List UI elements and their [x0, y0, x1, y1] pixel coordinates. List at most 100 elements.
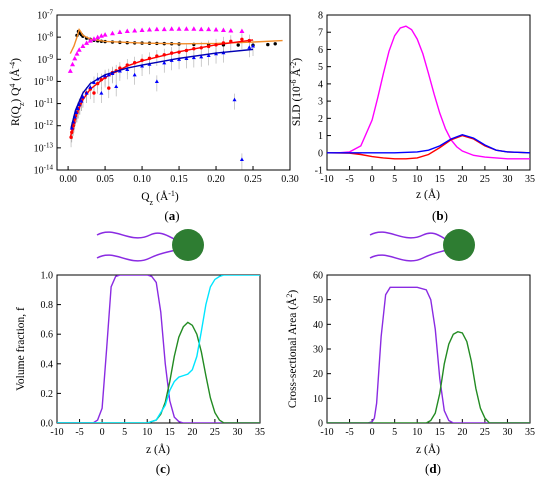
y-tick-label: 10-13: [34, 141, 54, 154]
x-tick-label: -5: [345, 174, 353, 185]
data-point-magenta: [228, 27, 234, 33]
y-tick-label: 60: [313, 271, 323, 282]
data-point-magenta: [169, 26, 175, 31]
molecule-schematic-left: [96, 229, 204, 262]
y-tick-label: 8: [318, 11, 323, 22]
y-tick-label: 10-10: [34, 75, 54, 88]
data-point-magenta: [220, 27, 226, 33]
data-point-blue: [162, 60, 167, 65]
y-axis-label-d: Cross-sectional Area (Å2): [285, 290, 300, 409]
y-tick-label: 10: [313, 394, 323, 405]
x-tick-label: 10: [142, 427, 152, 438]
x-tick-label: 15: [165, 427, 175, 438]
x-tick-label: 0: [100, 427, 105, 438]
y-tick-label: 2: [318, 114, 323, 125]
data-point-magenta: [213, 27, 219, 32]
data-point-blue: [84, 91, 89, 95]
data-point-magenta: [84, 40, 90, 45]
plot-frame-a: [56, 14, 291, 171]
series-line-magenta: [327, 25, 530, 160]
panel-c: -10 -5 0 5 10 15 20 25 30 35 0.0 0.2 0.4 0.6 0.8 1.0 Vo…: [15, 271, 265, 477]
x-tick-label: -5: [345, 427, 353, 438]
y-tick-label: 1.0: [41, 271, 54, 282]
x-tick-label: 20: [457, 174, 467, 185]
x-tick-label: 35: [525, 427, 535, 438]
panel-label-d: (d): [425, 461, 441, 476]
data-point-blue: [88, 85, 93, 89]
data-point-blue: [91, 80, 96, 85]
y-axis-label-a: R(Qz) Q4 (Å-4): [8, 58, 26, 126]
data-point-blue: [177, 57, 182, 61]
data-point-magenta: [74, 51, 80, 56]
molecule-head: [172, 229, 204, 261]
y-tick-label: 0: [318, 148, 323, 159]
data-point-blue: [247, 45, 252, 49]
x-tick-label: 0.05: [96, 174, 114, 185]
x-tick-label: 25: [210, 427, 220, 438]
data-point-magenta: [72, 55, 78, 61]
x-tick-label: 0: [370, 427, 375, 438]
data-point-magenta: [67, 68, 73, 73]
data-point-magenta: [191, 26, 197, 31]
data-point-magenta: [198, 26, 204, 32]
data-point-magenta: [124, 28, 130, 33]
panel-label-c: (c): [156, 461, 170, 476]
x-tick-label: 30: [502, 427, 512, 438]
x-axis-label-d: z (Å): [416, 442, 440, 456]
ticks-c: -10 -5 0 5 10 15 20 25 30 35 0.0 0.2 0.4 0.6 0.8 1.0: [41, 271, 266, 439]
y-tick-label: 3: [318, 97, 323, 108]
x-axis-label-c: z (Å): [146, 442, 170, 456]
plot-frame-c: [56, 274, 261, 424]
y-axis-label-b: SLD (10-6 Å-2): [289, 58, 304, 126]
x-tick-label: 25: [480, 427, 490, 438]
data-point-magenta: [176, 26, 182, 31]
data-point-magenta: [76, 47, 82, 52]
data-point-blue: [80, 94, 85, 99]
x-tick-label: 15: [435, 427, 445, 438]
data-point-magenta: [206, 26, 212, 32]
data-point-magenta: [117, 29, 123, 35]
data-point-magenta: [87, 38, 93, 43]
data-point-red: [240, 37, 244, 41]
data-point-blue: [184, 56, 189, 60]
plot-frame-d: [326, 274, 531, 424]
y-tick-label: 50: [313, 295, 323, 306]
data-point-red: [107, 86, 111, 90]
data-point-blue: [79, 99, 84, 103]
data-point-red: [92, 91, 96, 95]
panel-label-a: (a): [164, 208, 179, 223]
series-a: [67, 26, 283, 170]
x-tick-label: 5: [392, 174, 397, 185]
data-point-magenta: [95, 34, 101, 40]
y-tick-label: 6: [318, 45, 323, 56]
x-tick-label: 20: [457, 427, 467, 438]
x-tick-label: 5: [122, 427, 127, 438]
x-tick-label: 20: [187, 427, 197, 438]
x-tick-label: 5: [392, 427, 397, 438]
x-tick-label: 35: [255, 427, 265, 438]
data-point-magenta: [183, 26, 189, 31]
data-point-magenta: [70, 61, 76, 67]
molecule-tail-upper: [369, 231, 448, 241]
y-tick-label: 1: [318, 131, 323, 142]
y-tick-label: 10-8: [37, 31, 53, 44]
data-point-magenta: [91, 36, 97, 41]
x-tick-label: 0.10: [133, 174, 151, 185]
data-point-blue: [99, 91, 104, 95]
x-axis-label-b: z (Å): [416, 187, 440, 201]
data-point-blue: [114, 84, 119, 88]
molecule-tail-lower: [369, 249, 448, 262]
y-tick-label: 0.8: [41, 300, 54, 311]
y-tick-label: 0.2: [41, 389, 54, 400]
x-tick-label: -10: [320, 427, 333, 438]
x-tick-label: -10: [320, 174, 333, 185]
data-point-blue: [191, 55, 196, 60]
molecule-head: [443, 229, 475, 261]
data-point-magenta: [154, 26, 160, 32]
x-tick-label: 0.15: [170, 174, 188, 185]
x-tick-label: -10: [50, 427, 63, 438]
molecule-tail-lower: [96, 249, 177, 262]
data-point-blue: [125, 67, 130, 71]
